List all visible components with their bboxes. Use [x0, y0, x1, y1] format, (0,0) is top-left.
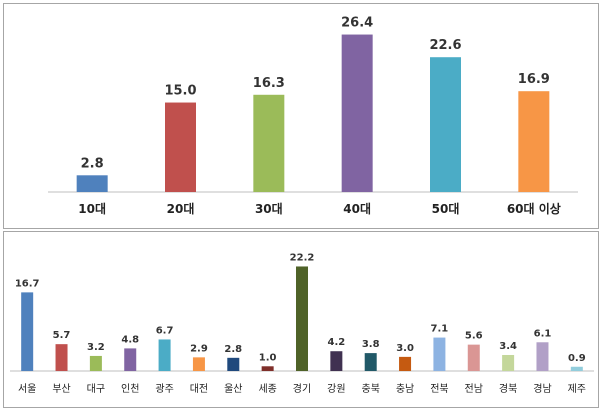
data-label: 16.7 [15, 278, 40, 289]
category-label: 경북 [499, 382, 517, 395]
data-label: 4.2 [327, 337, 345, 348]
data-label: 1.0 [259, 352, 277, 363]
bar-충북 [364, 353, 377, 371]
data-label: 2.9 [190, 343, 208, 354]
category-label: 40대 [343, 202, 371, 216]
data-label: 22.6 [429, 38, 461, 53]
category-label: 전남 [465, 383, 483, 395]
category-label: 60대 이상 [507, 201, 561, 216]
age-chart-panel: 2.8 10대 15.0 20대 16.3 30대 26.4 40대 22.6 50대 16.9 60… [3, 3, 599, 229]
category-label: 서울 [18, 383, 36, 395]
region-chart-panel: 16.7 서울 5.7 부산 3.2 대구 4.8 인천 6.7 광주 2.9 대전 2.8 울산 1.0 세… [3, 231, 599, 408]
category-label: 세종 [258, 383, 276, 395]
category-label: 경남 [533, 382, 551, 395]
category-label: 인천 [121, 383, 139, 395]
category-label: 경기 [293, 382, 311, 395]
bar-서울 [21, 292, 34, 371]
bar-제주 [570, 366, 583, 371]
category-label: 전북 [430, 383, 448, 395]
data-label: 3.4 [499, 341, 517, 352]
bar-60대 이상 [518, 91, 550, 192]
region-bar-chart: 16.7 서울 5.7 부산 3.2 대구 4.8 인천 6.7 광주 2.9 대전 2.8 울산 1.0 세… [10, 252, 594, 395]
category-label: 강원 [327, 383, 345, 395]
data-label: 5.7 [53, 330, 71, 341]
bar-경남 [536, 342, 549, 371]
bar-30대 [253, 94, 285, 192]
bar-세종 [261, 366, 274, 371]
bar-울산 [227, 357, 240, 371]
data-label: 3.8 [362, 339, 380, 350]
category-label: 20대 [167, 202, 195, 216]
bar-경기 [296, 266, 308, 371]
data-label: 2.8 [81, 156, 104, 171]
age-bar-chart: 2.8 10대 15.0 20대 16.3 30대 26.4 40대 22.6 50대 16.9 60… [48, 16, 578, 216]
data-label: 3.2 [87, 342, 105, 353]
data-label: 15.0 [164, 84, 196, 99]
category-label: 제주 [568, 383, 586, 395]
bar-10대 [76, 175, 108, 192]
category-label: 50대 [432, 202, 460, 216]
category-label: 대전 [190, 383, 208, 395]
bar-대전 [192, 357, 205, 371]
bar-50대 [430, 57, 461, 193]
category-label: 부산 [52, 383, 70, 395]
category-label: 울산 [224, 383, 242, 395]
category-label: 30대 [255, 202, 283, 216]
data-label: 7.1 [431, 324, 449, 335]
data-label: 16.9 [518, 72, 550, 87]
category-label: 충남 [396, 383, 414, 395]
data-label: 3.0 [396, 343, 414, 354]
bar-40대 [341, 34, 373, 193]
bar-전남 [467, 344, 480, 371]
data-label: 0.9 [568, 353, 586, 364]
data-label: 16.3 [253, 76, 285, 91]
bar-20대 [165, 102, 196, 192]
category-label: 광주 [155, 383, 173, 395]
data-label: 6.7 [156, 325, 174, 336]
bar-전북 [433, 337, 446, 371]
data-label: 6.1 [534, 328, 552, 339]
bar-인천 [124, 348, 137, 371]
bar-강원 [330, 351, 343, 371]
bar-경북 [502, 354, 515, 371]
bar-충남 [399, 356, 412, 371]
bar-광주 [158, 339, 171, 371]
data-label: 22.2 [290, 252, 315, 263]
data-label: 26.4 [341, 16, 373, 31]
category-label: 10대 [78, 202, 106, 216]
data-label: 4.8 [121, 334, 139, 345]
bar-대구 [89, 355, 102, 371]
data-label: 5.6 [465, 331, 483, 342]
bar-부산 [55, 344, 68, 371]
data-label: 2.8 [224, 344, 242, 355]
category-label: 대구 [87, 383, 105, 395]
category-label: 충북 [362, 383, 380, 395]
